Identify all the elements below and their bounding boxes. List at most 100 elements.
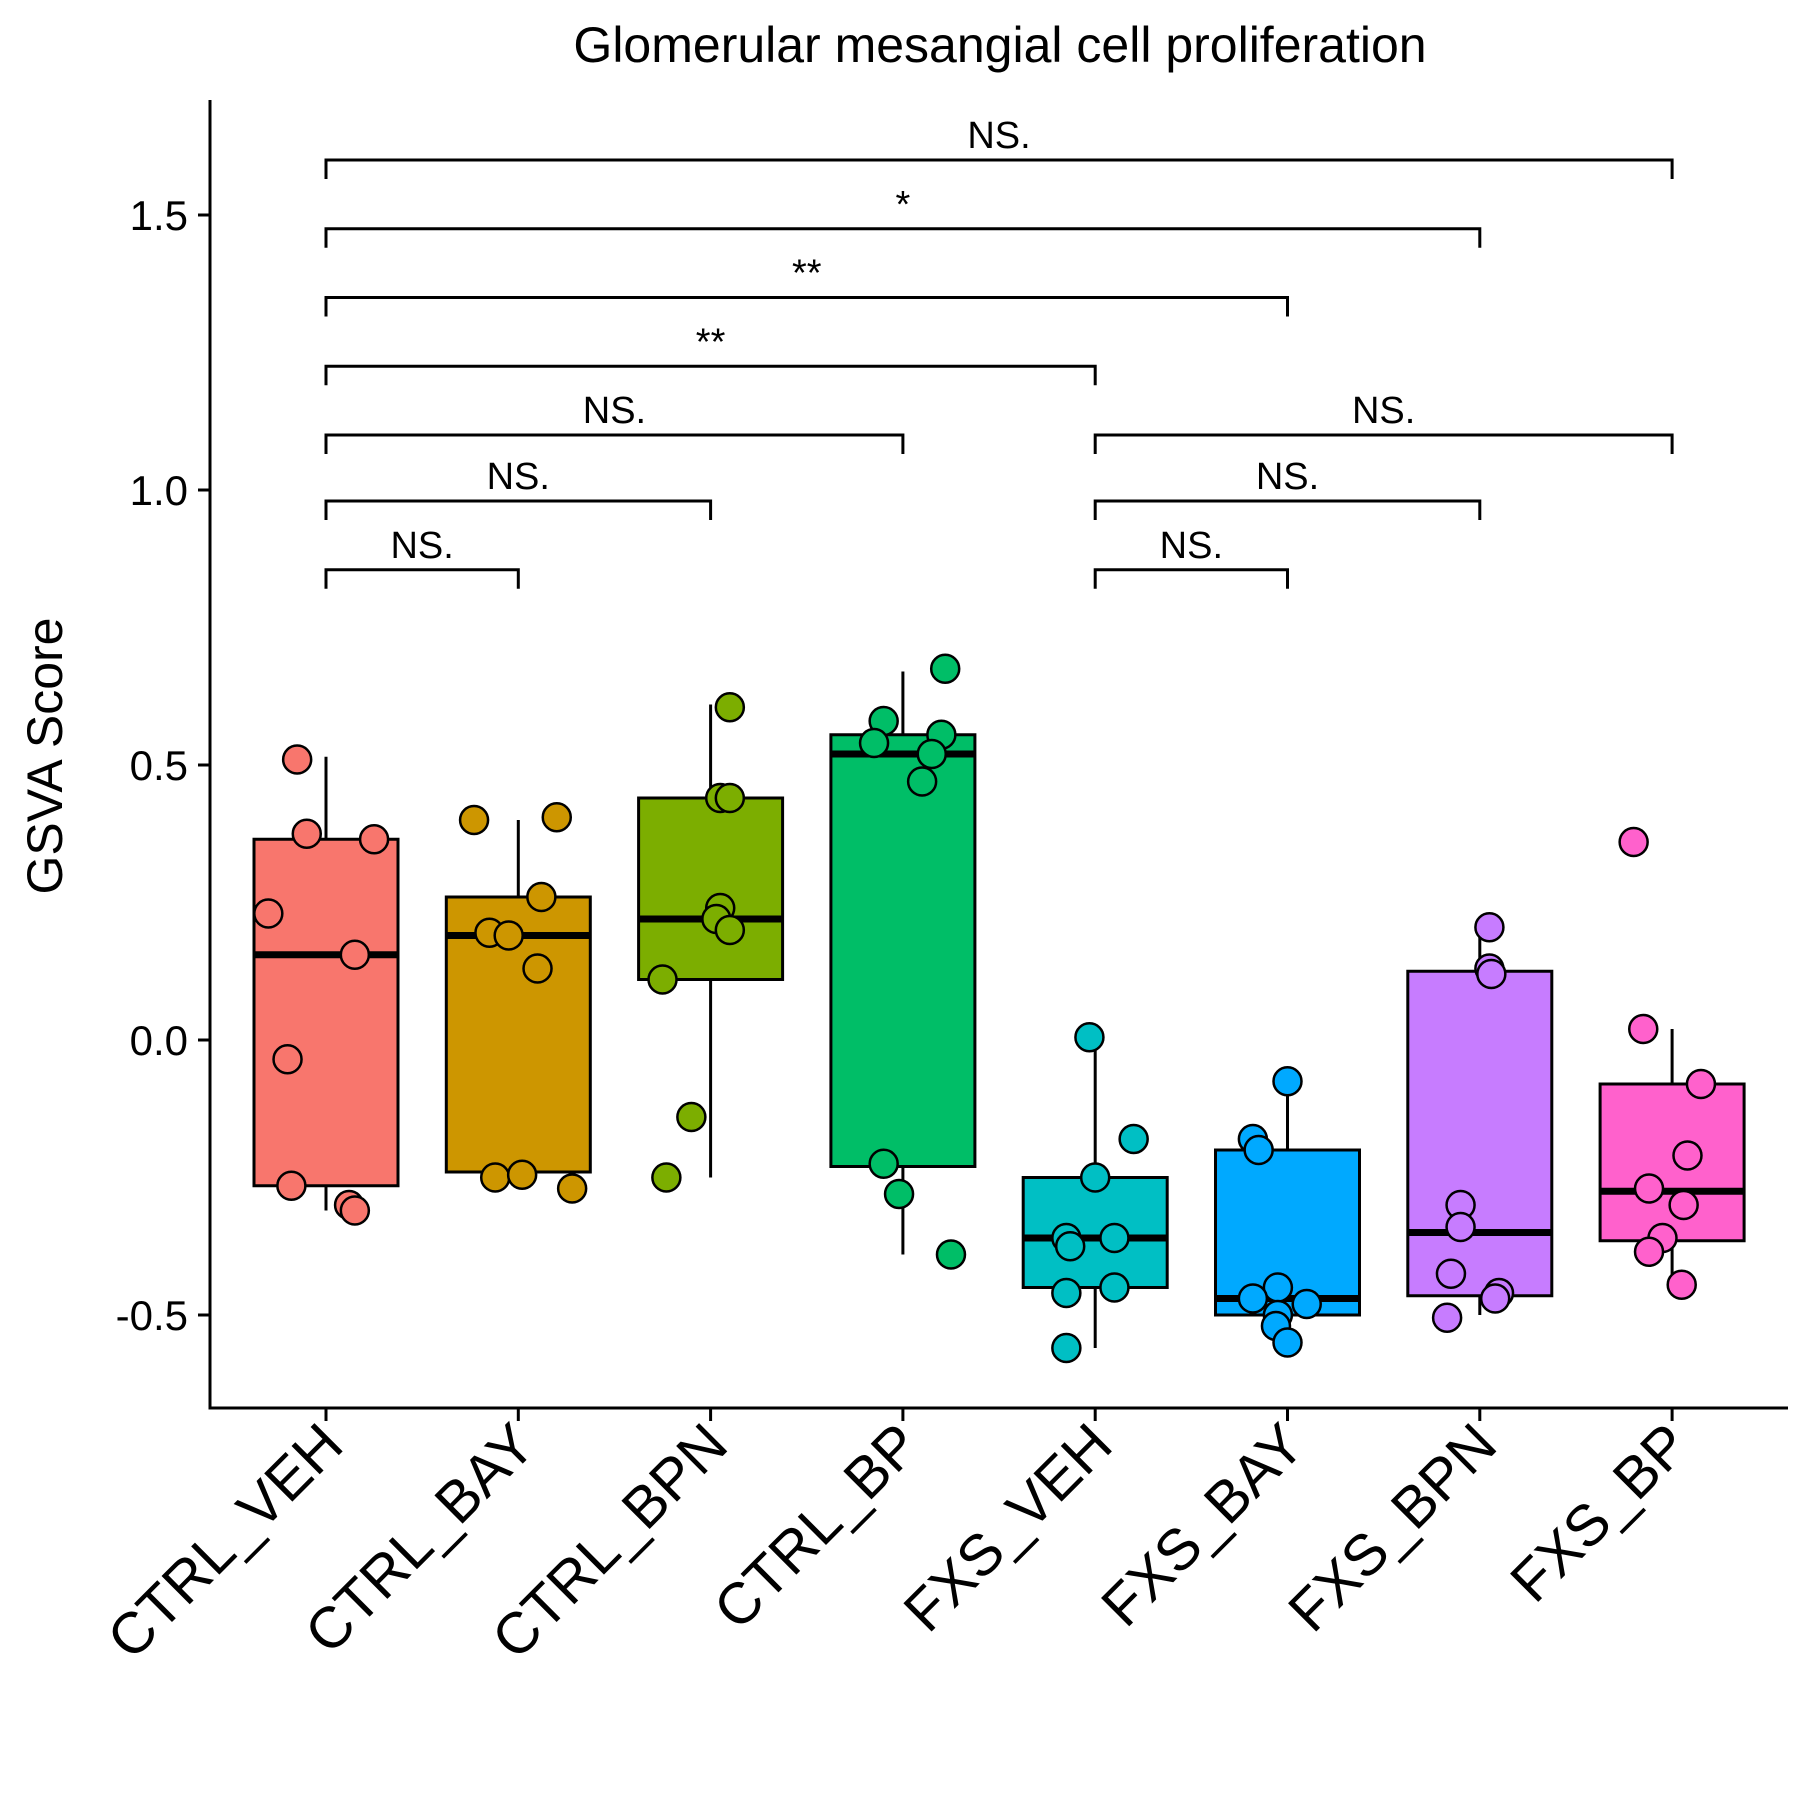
y-tick-label: -0.5 xyxy=(116,1292,188,1339)
data-point xyxy=(1668,1189,1699,1221)
significance-label: NS. xyxy=(1256,456,1319,498)
data-point xyxy=(281,744,313,775)
data-point xyxy=(935,1239,967,1270)
data-point xyxy=(339,1195,371,1226)
data-point xyxy=(1445,1211,1476,1243)
data-point xyxy=(506,1159,538,1190)
significance-bracket xyxy=(324,499,713,520)
y-axis-label: GSVA Score xyxy=(17,618,73,895)
boxes-layer xyxy=(252,671,1746,1348)
significance-bracket xyxy=(1093,568,1289,589)
significance-label: ** xyxy=(696,321,726,363)
significance-label: NS. xyxy=(1160,525,1223,567)
data-point xyxy=(1243,1134,1274,1166)
significance-bracket xyxy=(1093,499,1482,520)
x-tick-label: FXS_VEH xyxy=(892,1411,1125,1644)
data-point xyxy=(1074,1022,1105,1053)
data-point xyxy=(291,818,323,849)
data-point xyxy=(1099,1222,1130,1254)
data-point xyxy=(906,766,938,797)
data-point xyxy=(1051,1332,1082,1364)
data-point xyxy=(647,964,678,995)
data-point xyxy=(1618,826,1649,858)
y-tick-label: 0.5 xyxy=(130,742,188,789)
data-point xyxy=(253,898,284,929)
x-ticks: CTRL_VEHCTRL_BAYCTRL_BPNCTRL_BPFXS_VEHFX… xyxy=(95,1408,1701,1671)
data-point xyxy=(522,953,553,984)
data-point xyxy=(1685,1068,1717,1100)
data-point xyxy=(1476,958,1507,990)
data-point xyxy=(858,727,890,759)
box-fxs-bpn xyxy=(1406,969,1554,1298)
data-point xyxy=(868,1148,899,1179)
data-point xyxy=(1291,1288,1322,1320)
data-point xyxy=(1666,1269,1697,1300)
y-tick-label: 0.0 xyxy=(130,1017,188,1064)
y-tick-label: 1.5 xyxy=(130,192,188,239)
y-tick-label: 1.0 xyxy=(130,467,188,514)
data-point xyxy=(1474,912,1505,943)
box-ctrl-veh xyxy=(252,837,400,1188)
data-point xyxy=(493,920,524,951)
data-point xyxy=(1079,1162,1111,1193)
x-tick-label: FXS_BPN xyxy=(1276,1411,1509,1644)
significance-bracket xyxy=(324,433,905,454)
data-point xyxy=(1118,1123,1149,1155)
significance-bracket xyxy=(324,568,520,589)
significance-bracket xyxy=(324,296,1289,317)
significance-label: NS. xyxy=(1352,390,1415,432)
significance-label: * xyxy=(896,184,911,226)
x-tick-label: CTRL_BP xyxy=(702,1411,933,1642)
data-point xyxy=(1435,1258,1467,1289)
data-point xyxy=(1272,1327,1303,1358)
significance-bracket xyxy=(324,227,1482,248)
data-point xyxy=(479,1162,511,1193)
data-point xyxy=(1054,1231,1086,1262)
data-point xyxy=(1672,1140,1703,1171)
axes xyxy=(208,100,1788,1410)
significance-label: ** xyxy=(792,253,822,295)
data-point xyxy=(541,802,573,833)
box-fxs-veh xyxy=(1021,1176,1169,1289)
data-point xyxy=(1099,1272,1130,1303)
data-point xyxy=(714,692,746,723)
data-point xyxy=(1633,1236,1665,1267)
data-point xyxy=(1051,1277,1082,1309)
box-ctrl-bp xyxy=(829,733,977,1168)
data-point xyxy=(276,1170,307,1201)
y-ticks: -0.5 0.0 0.5 1.0 1.5 xyxy=(116,192,210,1339)
data-point xyxy=(358,824,390,855)
data-point xyxy=(1272,1066,1303,1097)
data-point xyxy=(929,653,961,684)
data-point xyxy=(714,782,746,814)
significance-brackets: NS.NS.NS.*****NS.NS.NS.NS. xyxy=(324,115,1674,589)
significance-label: NS. xyxy=(583,390,646,432)
points-layer xyxy=(253,653,1717,1364)
data-point xyxy=(676,1101,707,1133)
data-point xyxy=(1628,1013,1659,1045)
data-point xyxy=(458,804,490,836)
data-point xyxy=(1633,1173,1665,1204)
x-tick-label: FXS_BP xyxy=(1498,1411,1701,1614)
data-point xyxy=(883,1178,915,1210)
box-ctrl-bpn xyxy=(637,796,785,981)
significance-bracket xyxy=(324,158,1674,179)
significance-label: NS. xyxy=(967,115,1030,157)
significance-label: NS. xyxy=(390,525,453,567)
data-point xyxy=(1479,1283,1511,1314)
data-point xyxy=(1237,1283,1269,1314)
data-point xyxy=(651,1162,682,1193)
data-point xyxy=(916,738,947,770)
box-fxs-bp xyxy=(1598,1082,1746,1243)
data-point xyxy=(556,1173,588,1204)
significance-bracket xyxy=(1093,433,1674,454)
data-point xyxy=(272,1044,303,1075)
significance-bracket xyxy=(324,364,1097,386)
data-point xyxy=(714,914,746,946)
chart-title: Glomerular mesangial cell proliferation xyxy=(573,17,1426,73)
data-point xyxy=(1431,1302,1463,1333)
significance-label: NS. xyxy=(487,456,550,498)
data-point xyxy=(526,881,557,913)
data-point xyxy=(339,939,371,970)
